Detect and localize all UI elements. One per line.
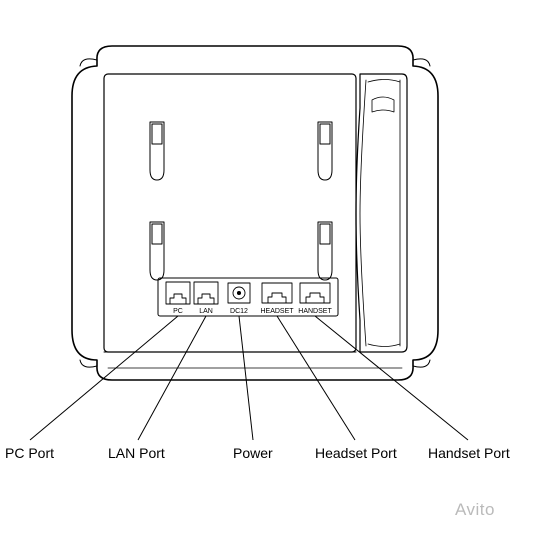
caption-power: Power bbox=[233, 445, 273, 461]
caption-headset-port: Headset Port bbox=[315, 445, 397, 461]
diagram-stage: PC LAN DC12 HEADSET HANDSET PC Port LAN … bbox=[0, 0, 540, 540]
leader-lan bbox=[138, 316, 206, 440]
port-label-pc: PC bbox=[173, 308, 183, 315]
caption-handset-port: Handset Port bbox=[428, 445, 510, 461]
caption-pc-port: PC Port bbox=[5, 445, 54, 461]
port-label-lan: LAN bbox=[199, 308, 213, 315]
port-label-handset: HANDSET bbox=[298, 308, 332, 315]
watermark: Avito bbox=[455, 500, 495, 520]
leader-headset bbox=[277, 316, 355, 440]
port-label-dc: DC12 bbox=[230, 308, 248, 315]
port-label-headset: HEADSET bbox=[260, 308, 294, 315]
leader-handset bbox=[315, 316, 468, 440]
caption-lan-port: LAN Port bbox=[108, 445, 165, 461]
leader-power bbox=[239, 316, 253, 440]
